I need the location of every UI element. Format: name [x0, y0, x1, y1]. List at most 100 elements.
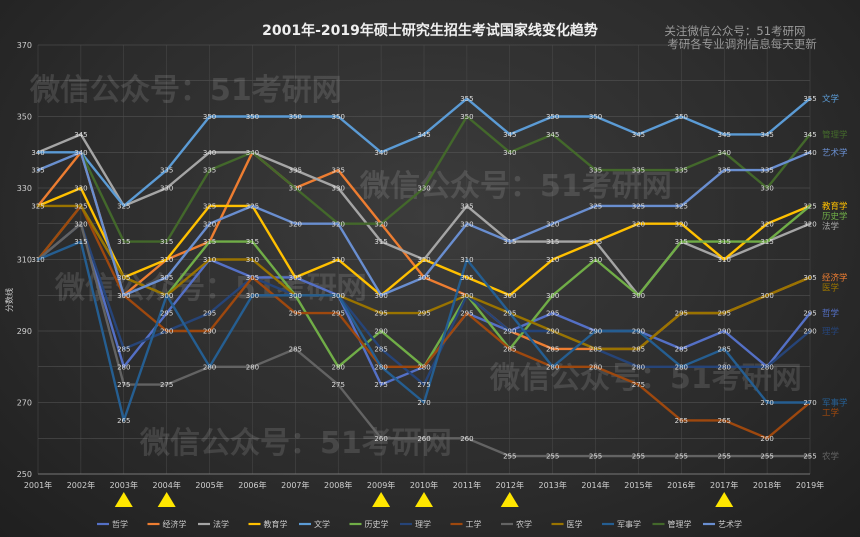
- data-label: 350: [203, 113, 216, 121]
- legend-label: 法学: [213, 519, 229, 529]
- data-label: 330: [332, 185, 345, 193]
- data-label: 315: [760, 238, 773, 246]
- data-label: 275: [374, 381, 387, 389]
- data-label: 260: [760, 435, 773, 443]
- data-label: 320: [803, 220, 816, 228]
- series-end-label: 哲学: [822, 308, 840, 319]
- year-marker-triangle: [372, 492, 391, 507]
- data-label: 305: [246, 274, 259, 282]
- x-tick-label: 2005年: [195, 480, 223, 490]
- data-label: 300: [246, 292, 259, 300]
- data-label: 340: [74, 149, 87, 157]
- legend-label: 工学: [466, 519, 482, 529]
- x-tick-label: 2002年: [67, 480, 95, 490]
- data-label: 295: [718, 310, 731, 318]
- data-label: 295: [417, 310, 430, 318]
- data-label: 350: [289, 113, 302, 121]
- data-label: 285: [546, 345, 559, 353]
- x-tick-label: 2007年: [281, 480, 309, 490]
- data-label: 325: [589, 202, 602, 210]
- legend-label: 医学: [567, 519, 583, 529]
- data-label: 315: [246, 238, 259, 246]
- data-label: 330: [74, 185, 87, 193]
- data-label: 345: [718, 131, 731, 139]
- data-label: 285: [503, 345, 516, 353]
- series-end-label: 理学: [822, 326, 840, 337]
- data-label: 280: [332, 363, 345, 371]
- data-label: 310: [203, 256, 216, 264]
- data-label: 255: [760, 453, 773, 461]
- data-label: 295: [160, 310, 173, 318]
- data-label: 310: [460, 256, 473, 264]
- data-label: 335: [31, 167, 44, 175]
- data-label: 300: [332, 292, 345, 300]
- data-label: 345: [417, 131, 430, 139]
- series-end-label: 军事学: [822, 398, 848, 409]
- y-axis-label: 分数线: [4, 288, 14, 312]
- data-label: 265: [117, 417, 130, 425]
- data-label: 325: [31, 202, 44, 210]
- data-label: 335: [289, 167, 302, 175]
- data-label: 335: [675, 167, 688, 175]
- data-label: 280: [203, 363, 216, 371]
- data-label: 305: [803, 274, 816, 282]
- data-label: 300: [503, 292, 516, 300]
- series-end-label: 教育学: [822, 201, 848, 212]
- data-label: 280: [374, 363, 387, 371]
- data-label: 325: [632, 202, 645, 210]
- data-label: 290: [803, 328, 816, 336]
- data-label: 350: [246, 113, 259, 121]
- data-label: 300: [289, 292, 302, 300]
- data-label: 310: [589, 256, 602, 264]
- data-label: 290: [546, 328, 559, 336]
- data-label: 255: [546, 453, 559, 461]
- data-label: 315: [589, 238, 602, 246]
- data-label: 310: [718, 256, 731, 264]
- data-label: 310: [160, 256, 173, 264]
- data-label: 275: [632, 381, 645, 389]
- series-end-label: 医学: [822, 282, 840, 293]
- data-label: 275: [417, 381, 430, 389]
- data-label: 340: [203, 149, 216, 157]
- data-label: 295: [289, 310, 302, 318]
- series-line: [36, 204, 812, 440]
- data-label: 315: [74, 238, 87, 246]
- x-tick-label: 2009年: [367, 480, 395, 490]
- legend-label: 文学: [314, 519, 330, 529]
- data-label: 340: [31, 149, 44, 157]
- x-tick-label: 2018年: [753, 480, 781, 490]
- data-label: 275: [160, 381, 173, 389]
- data-label: 280: [546, 363, 559, 371]
- data-label: 345: [803, 131, 816, 139]
- series-end-label: 农学: [822, 451, 840, 462]
- data-label: 290: [718, 328, 731, 336]
- x-tick-label: 2003年: [110, 480, 138, 490]
- data-label: 255: [803, 453, 816, 461]
- data-label: 320: [460, 220, 473, 228]
- data-label: 345: [546, 131, 559, 139]
- data-label: 350: [589, 113, 602, 121]
- data-label: 270: [760, 399, 773, 407]
- y-tick-label: 350: [17, 113, 32, 122]
- data-label: 280: [246, 363, 259, 371]
- data-label: 310: [246, 256, 259, 264]
- data-label: 305: [160, 274, 173, 282]
- data-label: 255: [632, 453, 645, 461]
- year-marker-triangle: [157, 492, 176, 507]
- data-label: 280: [632, 363, 645, 371]
- data-label: 300: [117, 292, 130, 300]
- data-label: 325: [117, 202, 130, 210]
- data-label: 290: [160, 328, 173, 336]
- data-label: 340: [374, 149, 387, 157]
- data-label: 350: [460, 113, 473, 121]
- data-label: 285: [289, 345, 302, 353]
- y-tick-label: 310: [17, 256, 32, 265]
- data-label: 320: [203, 220, 216, 228]
- data-label: 295: [675, 310, 688, 318]
- data-label: 320: [632, 220, 645, 228]
- legend: 哲学 经济学 法学 教育学 文学 历史学 理学 工学 农学 医学 军事学 管理学 艺术学: [97, 519, 742, 529]
- legend-label: 军事学: [617, 519, 641, 529]
- data-label: 285: [718, 345, 731, 353]
- data-label: 290: [203, 328, 216, 336]
- data-label: 280: [417, 363, 430, 371]
